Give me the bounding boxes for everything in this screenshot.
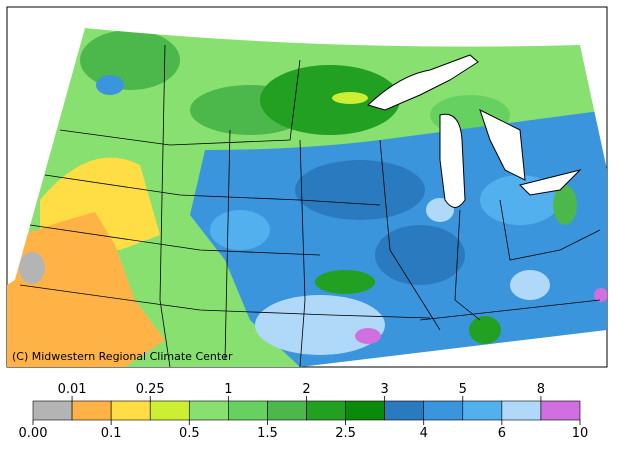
legend-swatch bbox=[267, 400, 307, 421]
field-patch bbox=[96, 75, 124, 95]
field-patch bbox=[469, 316, 501, 344]
legend-swatch bbox=[501, 400, 542, 421]
legend-swatch bbox=[188, 400, 229, 421]
legend-label: 1.5 bbox=[257, 426, 278, 441]
legend-label: 2 bbox=[302, 382, 310, 397]
state-lines bbox=[19, 44, 601, 368]
field-patch bbox=[295, 160, 425, 220]
legend-swatch bbox=[149, 400, 190, 421]
field-patch bbox=[80, 30, 180, 90]
legend-label: 0.00 bbox=[19, 426, 48, 441]
field-patch bbox=[510, 270, 550, 300]
field-patch bbox=[255, 295, 385, 355]
legend-label: 6 bbox=[498, 426, 506, 441]
legend-swatch bbox=[462, 400, 503, 421]
lakes bbox=[367, 54, 582, 208]
legend-label: 0.1 bbox=[101, 426, 122, 441]
legend-label: 0.5 bbox=[179, 426, 200, 441]
legend-label: 2.5 bbox=[335, 426, 356, 441]
field-patch bbox=[594, 288, 607, 302]
credit: (C) Midwestern Regional Climate Center bbox=[12, 350, 233, 363]
field-patch bbox=[375, 225, 465, 285]
legend-label: 0.01 bbox=[58, 382, 87, 397]
legend-label: 4 bbox=[420, 426, 428, 441]
field-patch bbox=[260, 65, 400, 135]
legend-swatch bbox=[423, 400, 464, 421]
field-patch bbox=[426, 198, 454, 222]
field-patch bbox=[7, 212, 165, 367]
legend-swatch bbox=[228, 400, 268, 421]
field-patch bbox=[355, 328, 381, 344]
legend-swatch bbox=[71, 400, 112, 421]
legend: 0.00 0.01 0.1 0.25 0.5 1 1.5 2 2.5 3 4 5 6 8 10 bbox=[19, 382, 589, 441]
legend-label: 3 bbox=[381, 382, 389, 397]
legend-label: 0.25 bbox=[136, 382, 165, 397]
field-patch bbox=[19, 252, 45, 284]
legend-swatch bbox=[110, 400, 151, 421]
precip-field bbox=[7, 28, 607, 367]
legend-label: 10 bbox=[572, 426, 589, 441]
legend-swatch bbox=[32, 400, 73, 421]
legend-swatch bbox=[384, 400, 425, 421]
field-patch bbox=[315, 270, 375, 294]
legend-label: 8 bbox=[537, 382, 545, 397]
legend-label: 1 bbox=[224, 382, 232, 397]
field-patch bbox=[553, 185, 577, 225]
field-patch bbox=[210, 210, 270, 250]
legend-label: 5 bbox=[459, 382, 467, 397]
field-patch bbox=[332, 92, 368, 104]
legend-swatch bbox=[540, 400, 581, 421]
legend-swatch bbox=[306, 400, 346, 421]
legend-swatch bbox=[345, 400, 385, 421]
